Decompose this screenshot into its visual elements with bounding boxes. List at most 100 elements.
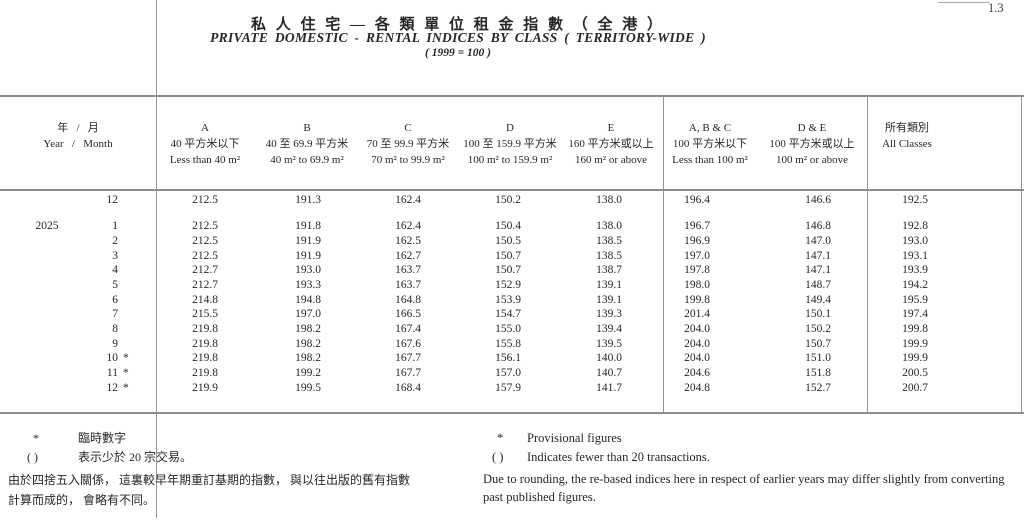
value-cell: 212.5 <box>192 194 218 206</box>
year-month-header-chinese: 年 / 月 <box>57 122 99 134</box>
column-header-8-line2: All Classes <box>882 138 932 150</box>
value-cell: 152.9 <box>495 279 521 291</box>
table-row: 7 215.5 197.0 166.5 154.7 139.3 201.4 150.1 197.… <box>0 307 1024 321</box>
value-cell: 155.8 <box>495 337 521 350</box>
table-border-right <box>1021 95 1022 412</box>
value-cell: 194.8 <box>295 293 321 306</box>
value-cell: 139.3 <box>596 308 622 321</box>
value-cell: 150.7 <box>495 249 521 262</box>
value-cell: 198.0 <box>684 279 710 291</box>
title-english: PRIVATE DOMESTIC - RENTAL INDICES BY CLA… <box>210 30 706 45</box>
column-header-4-line1: D <box>506 122 514 134</box>
value-cell: 200.5 <box>902 366 928 379</box>
top-right-rule <box>938 2 990 3</box>
column-header-3-line1: C <box>404 122 412 134</box>
table-rule-top <box>0 95 1024 97</box>
value-cell: 168.4 <box>395 381 421 394</box>
column-header-5-line2: 160 平方米或以上 <box>568 138 654 150</box>
value-cell: 212.7 <box>192 279 218 291</box>
value-cell: 200.7 <box>902 381 928 394</box>
column-header-1-line1: A <box>201 122 209 134</box>
page-number: 1.3 <box>988 1 1004 15</box>
column-header-6-line3: Less than 100 m² <box>672 154 748 166</box>
value-cell: 193.9 <box>902 264 928 277</box>
month-cell: 5 <box>112 279 118 291</box>
value-cell: 150.5 <box>495 235 521 248</box>
column-header-7-line1: D & E <box>797 122 827 134</box>
value-cell: 204.0 <box>684 337 710 350</box>
value-cell: 167.7 <box>395 352 421 365</box>
column-header-8-line1: 所有類別 <box>885 122 929 134</box>
value-cell: 163.7 <box>395 279 421 291</box>
provisional-star: * <box>123 366 129 379</box>
column-header-5-line1: E <box>607 122 615 134</box>
column-header-1-line2: 40 平方米以下 <box>170 138 240 150</box>
column-header-4-line2: 100 至 159.9 平方米 <box>463 138 557 150</box>
table-row: 10 * 219.8 198.2 167.7 156.1 140.0 204.0 151.0 19… <box>0 351 1024 365</box>
provisional-star: * <box>123 352 129 365</box>
value-cell: 198.2 <box>295 337 321 350</box>
table-rule-bottom <box>0 412 1024 414</box>
column-header-5: E 160 平方米或以上 160 m² or above <box>526 120 696 170</box>
year-month-header-english: Year / Month <box>43 138 113 150</box>
value-cell: 152.7 <box>805 381 831 394</box>
value-cell: 212.5 <box>192 235 218 248</box>
footnote-brackets-text-zh: 表示少於 20 宗交易。 <box>78 450 193 464</box>
column-header-3-line3: 70 m² to 99.9 m² <box>371 154 445 166</box>
value-cell: 154.7 <box>495 308 521 321</box>
footnote-rounding-line1-zh: 由於四捨五入關係， 這裏較早年期重訂基期的指數， 與以往出版的舊有指數 <box>8 473 411 487</box>
value-cell: 196.4 <box>684 194 710 206</box>
value-cell: 148.7 <box>805 279 831 291</box>
value-cell: 150.1 <box>805 308 831 321</box>
footnote-provisional-text-en: Provisional figures <box>527 431 622 445</box>
value-cell: 219.8 <box>192 337 218 350</box>
column-header-2-line2: 40 至 69.9 平方米 <box>265 138 349 150</box>
value-cell: 212.7 <box>192 264 218 277</box>
value-cell: 194.2 <box>902 279 928 291</box>
value-cell: 140.7 <box>596 366 622 379</box>
month-cell: 10 <box>106 352 119 365</box>
column-header-5-line3: 160 m² or above <box>574 154 648 166</box>
value-cell: 163.7 <box>395 264 421 277</box>
value-cell: 138.7 <box>596 264 622 277</box>
value-cell: 198.2 <box>295 352 321 365</box>
value-cell: 199.8 <box>684 293 710 306</box>
value-cell: 212.5 <box>192 220 218 233</box>
column-header-2-line1: B <box>303 122 311 134</box>
value-cell: 199.5 <box>295 381 321 394</box>
provisional-star: * <box>123 381 129 394</box>
value-cell: 167.7 <box>395 366 421 379</box>
value-cell: 157.9 <box>495 381 521 394</box>
column-header-1-line3: Less than 40 m² <box>169 154 241 166</box>
value-cell: 199.8 <box>902 323 928 335</box>
table-row: 11 * 219.8 199.2 167.7 157.0 140.7 204.6 151.8 20… <box>0 366 1024 380</box>
footnote-brackets-text-en: Indicates fewer than 20 transactions. <box>527 450 710 464</box>
value-cell: 157.0 <box>495 366 521 379</box>
value-cell: 201.4 <box>684 308 710 321</box>
value-cell: 166.5 <box>395 308 421 321</box>
month-cell: 8 <box>112 323 118 335</box>
column-header-8: 所有類別 All Classes <box>822 120 992 170</box>
value-cell: 140.0 <box>596 352 622 365</box>
value-cell: 191.3 <box>295 194 321 206</box>
value-cell: 197.8 <box>684 264 710 277</box>
value-cell: 141.7 <box>596 381 622 394</box>
value-cell: 155.0 <box>495 323 521 335</box>
column-header-6-line2: 100 平方米以下 <box>672 138 748 150</box>
value-cell: 199.2 <box>295 366 321 379</box>
value-cell: 192.5 <box>902 194 928 206</box>
value-cell: 219.8 <box>192 366 218 379</box>
column-header-3-line2: 70 至 99.9 平方米 <box>366 138 450 150</box>
value-cell: 147.1 <box>805 249 831 262</box>
table-divider-classes <box>663 95 664 412</box>
year-month-header: 年 / 月 Year / Month <box>0 120 156 170</box>
value-cell: 193.3 <box>295 279 321 291</box>
month-cell: 12 <box>106 381 119 394</box>
footnote-rounding-line1-en: Due to rounding, the re-based indices he… <box>483 472 1005 486</box>
value-cell: 219.9 <box>192 381 218 394</box>
value-cell: 193.0 <box>295 264 321 277</box>
value-cell: 150.2 <box>805 323 831 335</box>
value-cell: 212.5 <box>192 249 218 262</box>
table-row: 2 212.5 191.9 162.5 150.5 138.5 196.9 147.0 193.… <box>0 234 1024 248</box>
value-cell: 164.8 <box>395 293 421 306</box>
